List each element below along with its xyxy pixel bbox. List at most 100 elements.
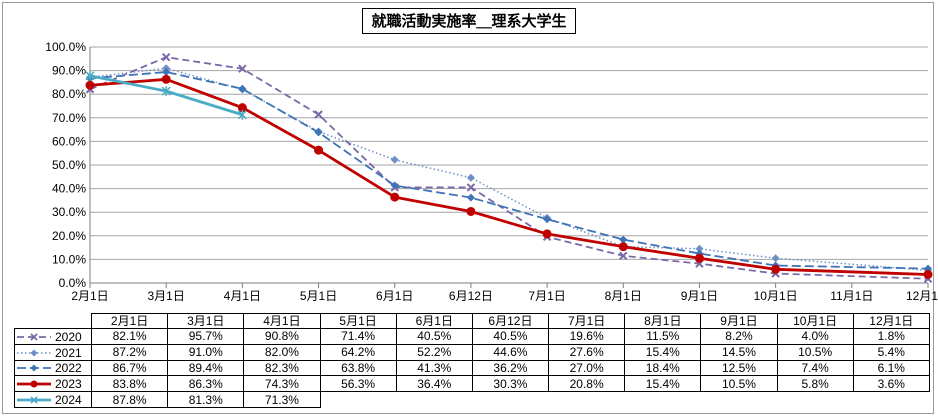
data-label: 89.4%	[167, 359, 245, 377]
data-label: 3.6%	[852, 375, 930, 393]
data-label: 1.8%	[852, 328, 930, 345]
data-label: 10.5%	[776, 343, 854, 361]
data-label: 15.4%	[624, 375, 702, 393]
x-tick-label: 4月1日	[224, 289, 261, 303]
chart-frame	[2, 2, 934, 414]
series-2023-line	[89, 77, 929, 276]
series-2024-point	[237, 109, 247, 120]
data-label	[396, 392, 472, 408]
data-label	[625, 392, 701, 408]
legend-key-2024	[17, 396, 51, 404]
legend-key-2023	[17, 380, 51, 388]
data-label: 71.3%	[243, 391, 321, 409]
series-2020-point	[314, 110, 323, 119]
x-tick-label: 6月12日	[449, 289, 493, 303]
data-label: 36.4%	[395, 375, 473, 393]
x-tick-label: 2月1日	[71, 289, 108, 303]
data-label: 44.6%	[471, 343, 550, 361]
series-2022-point	[619, 235, 628, 244]
series-2021-line	[89, 67, 929, 272]
x-tick-label: 12月1日	[906, 289, 938, 303]
table-header-cell: 4月1日	[243, 313, 321, 329]
data-label	[853, 392, 929, 408]
series-2021-point	[695, 244, 704, 253]
data-label: 95.7%	[167, 328, 245, 345]
data-label: 20.8%	[548, 375, 626, 393]
data-label: 87.2%	[90, 343, 169, 361]
series-2024-point	[161, 86, 171, 97]
series-2022-point	[390, 181, 399, 190]
series-2022-point	[314, 128, 323, 137]
table-header-cell: 5月1日	[319, 313, 397, 329]
series-2023-point	[314, 145, 324, 155]
table-header-cell: 8月1日	[624, 313, 702, 329]
data-label: 10.5%	[700, 375, 778, 393]
x-tick-label: 7月1日	[528, 289, 565, 303]
data-label: 8.2%	[700, 328, 778, 345]
y-tick-label: 100.0%	[45, 40, 86, 54]
series-2023-point	[161, 74, 171, 84]
data-label: 27.0%	[548, 359, 626, 377]
x-tick-label: 3月1日	[148, 289, 185, 303]
y-tick-label: 90.0%	[52, 64, 86, 78]
legend-label: 2022	[55, 361, 82, 376]
y-tick-label: 50.0%	[52, 158, 86, 172]
legend-key-2021	[17, 349, 51, 357]
x-tick-label: 9月1日	[681, 289, 718, 303]
data-label: 71.4%	[319, 328, 397, 345]
x-tick-label: 5月1日	[300, 289, 337, 303]
x-tick-label: 8月1日	[605, 289, 642, 303]
data-label: 86.7%	[90, 359, 169, 377]
data-label	[701, 392, 777, 408]
series-2020-point	[161, 52, 171, 62]
data-label: 15.4%	[624, 343, 702, 361]
y-tick-label: 60.0%	[52, 134, 86, 148]
series-2022-point	[466, 193, 475, 202]
chart-title: 就職活動実施率＿理系大学生	[362, 8, 576, 34]
table-header-cell: 12月1日	[852, 313, 930, 329]
table-header-cell: 10月1日	[776, 313, 854, 329]
data-label	[549, 392, 625, 408]
series-2022-line	[89, 71, 929, 270]
series-2020-point	[619, 251, 628, 261]
table-header-cell: 6月12日	[471, 313, 550, 329]
series-2023-point	[694, 253, 704, 263]
legend-key-2022	[17, 364, 51, 372]
series-2023-point	[618, 242, 628, 252]
series-2022-point	[238, 84, 247, 93]
data-label: 82.1%	[90, 328, 169, 345]
x-tick-label: 11月1日	[830, 289, 873, 303]
table-row: 2023 83.8% 86.3% 74.3% 56.3% 36.4% 30.3% 20.8% 1…	[14, 375, 930, 393]
table-row: 2022 86.7% 89.4% 82.3% 63.8% 41.3% 36.2% 27.0% 1…	[14, 359, 930, 377]
data-label: 86.3%	[167, 375, 245, 393]
table-corner	[15, 314, 92, 329]
series-2022-point	[162, 68, 171, 77]
data-label: 83.8%	[90, 375, 169, 393]
data-label	[319, 391, 397, 408]
legend-label: 2021	[55, 345, 82, 360]
data-label: 56.3%	[319, 375, 397, 393]
y-tick-label: 40.0%	[52, 182, 86, 196]
legend-entry-2024: 2024	[14, 391, 92, 409]
data-label: 18.4%	[624, 359, 702, 377]
legend-entry-2023: 2023	[14, 375, 92, 393]
data-label: 5.8%	[776, 375, 854, 393]
series-2023-point	[542, 229, 552, 239]
table-header-cell: 2月1日	[90, 313, 169, 329]
series-2023-point	[771, 264, 781, 274]
data-label: 40.5%	[471, 328, 550, 345]
series-2020-point	[466, 183, 476, 192]
y-tick-label: 70.0%	[52, 111, 86, 125]
series-2021-point	[771, 254, 780, 263]
data-label: 5.4%	[852, 343, 930, 361]
data-label: 52.2%	[395, 343, 473, 361]
series-2020-point	[238, 64, 247, 73]
data-label: 82.0%	[243, 343, 321, 361]
data-label: 36.2%	[471, 359, 550, 377]
data-label: 40.5%	[395, 328, 473, 345]
legend-entry-2021: 2021	[14, 343, 92, 361]
table-row: 2020 82.1% 95.7% 90.8% 71.4% 40.5% 40.5% 19.6% 1…	[14, 328, 930, 345]
data-label: 12.5%	[700, 359, 778, 377]
data-label: 11.5%	[624, 328, 702, 345]
